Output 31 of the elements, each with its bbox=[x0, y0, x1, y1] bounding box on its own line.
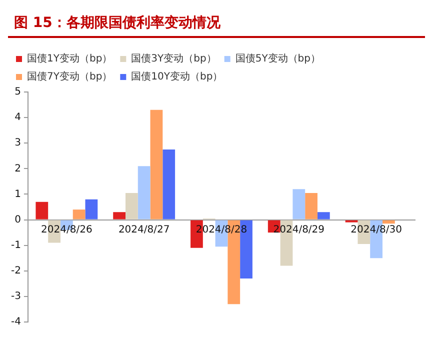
bar bbox=[36, 202, 48, 220]
y-tick-label: 4 bbox=[14, 112, 21, 124]
legend-label: 国债1Y变动（bp） bbox=[27, 52, 112, 65]
bar bbox=[317, 212, 330, 220]
y-tick-label: 0 bbox=[14, 214, 21, 226]
y-tick-label: 1 bbox=[14, 188, 21, 200]
y-tick-label: -4 bbox=[10, 316, 21, 328]
bar bbox=[162, 150, 176, 220]
y-tick-label: 2 bbox=[14, 163, 21, 174]
x-tick-label: 2024/8/26 bbox=[41, 224, 92, 236]
x-tick-label: 2024/8/30 bbox=[350, 224, 402, 236]
x-tick-label: 2024/8/27 bbox=[118, 224, 170, 236]
legend-label: 国债7Y变动（bp） bbox=[27, 70, 112, 83]
bar bbox=[126, 192, 138, 220]
bar bbox=[382, 220, 395, 224]
y-tick-label: 5 bbox=[14, 86, 21, 98]
bar bbox=[292, 189, 306, 220]
y-tick-label: -3 bbox=[10, 291, 21, 302]
bar bbox=[72, 210, 86, 220]
y-tick-label: -1 bbox=[10, 240, 21, 251]
y-tick-label: 3 bbox=[14, 138, 21, 149]
bar bbox=[113, 212, 126, 220]
bar bbox=[85, 199, 98, 220]
legend-label: 国债3Y变动（bp） bbox=[131, 52, 216, 65]
legend-label: 国债10Y变动（bp） bbox=[131, 70, 223, 83]
bar bbox=[150, 110, 163, 220]
chart-title: 图 15：各期限国债利率变动情况 bbox=[8, 8, 425, 38]
bar bbox=[305, 192, 318, 220]
legend-label: 国债5Y变动（bp） bbox=[235, 52, 321, 65]
y-tick-label: -2 bbox=[10, 265, 21, 276]
bar bbox=[138, 166, 150, 220]
